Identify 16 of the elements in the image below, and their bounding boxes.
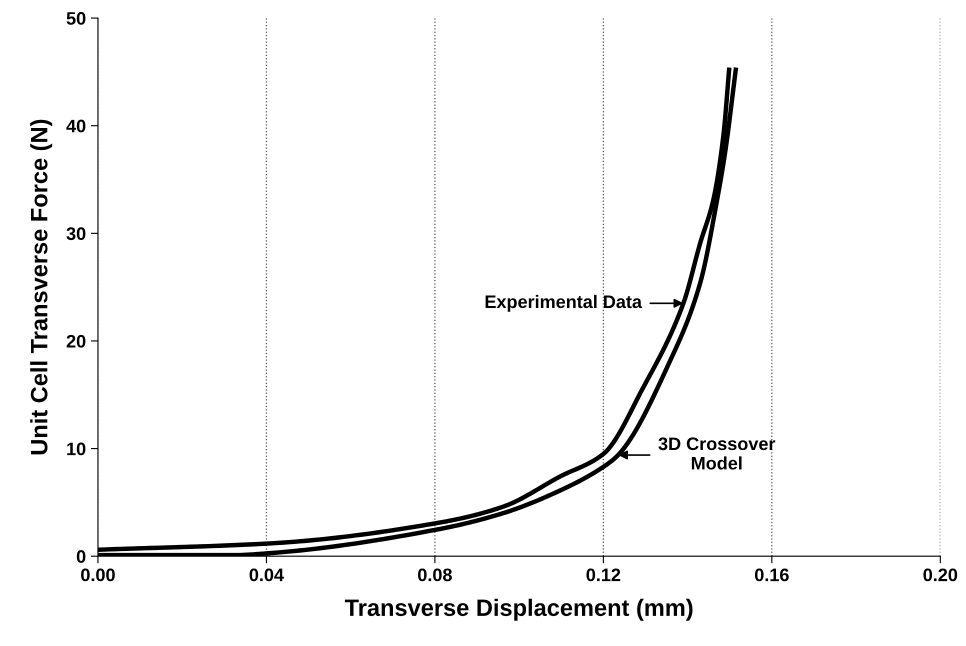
x-tick-label: 0.08 xyxy=(418,568,452,582)
y-axis-title: Unit Cell Transverse Force (N) xyxy=(30,120,52,454)
y-tick-label: 40 xyxy=(66,120,86,132)
x-tick-label: 0.20 xyxy=(923,568,958,582)
x-tick-label: 0.12 xyxy=(586,568,620,582)
y-tick-label: 0 xyxy=(76,550,86,563)
x-tick-label: 0.16 xyxy=(754,568,789,582)
annotation: Experimental Data xyxy=(486,294,642,312)
x-tick-label: 0.00 xyxy=(81,568,115,582)
y-tick-label: 30 xyxy=(66,227,86,240)
annotation: 3D Crossover Model xyxy=(658,437,776,470)
x-tick-label: 0.04 xyxy=(250,568,284,582)
y-tick-label: 20 xyxy=(66,334,86,348)
y-tick-label: 50 xyxy=(66,12,86,25)
y-tick-label: 10 xyxy=(67,442,86,456)
x-axis-title: Transverse Displacement (mm) xyxy=(344,598,692,621)
